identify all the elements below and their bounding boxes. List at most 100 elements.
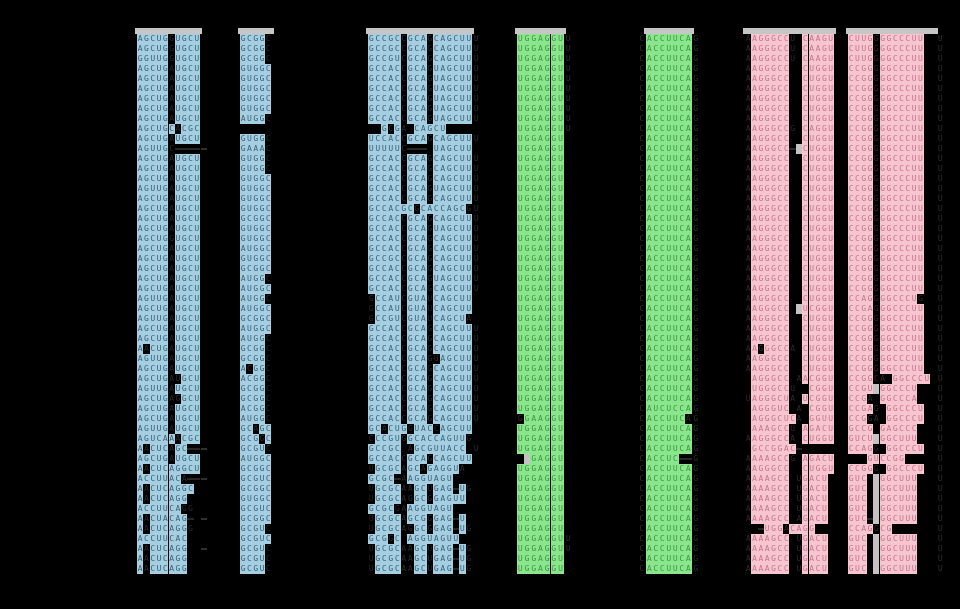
- residue-cell: C: [652, 514, 659, 524]
- residue-cell: C: [187, 104, 194, 114]
- residue-cell: C: [374, 404, 381, 414]
- residue-cell: C: [381, 304, 388, 314]
- residue-cell: C: [394, 194, 401, 204]
- residue-cell: G: [693, 144, 699, 153]
- residue-cell: A: [387, 214, 394, 224]
- residue-cell: A: [420, 174, 427, 184]
- residue-cell: C: [433, 314, 440, 324]
- residue-cell: G: [407, 464, 414, 474]
- residue-cell: U: [149, 184, 156, 194]
- residue-cell: G: [523, 84, 531, 94]
- residue-cell: U: [465, 254, 472, 264]
- residue-cell: G: [757, 274, 765, 284]
- residue-cell: C: [652, 254, 659, 264]
- residue-cell: G: [789, 124, 796, 134]
- residue-cell: [201, 394, 207, 404]
- residue-cell: A: [537, 94, 544, 104]
- residue-cell: U: [459, 114, 466, 124]
- residue-cell: G: [543, 104, 551, 114]
- residue-cell: U: [426, 504, 433, 514]
- residue-cell: G: [543, 554, 551, 564]
- residue-cell: A: [400, 124, 407, 134]
- residue-cell: A: [537, 114, 544, 124]
- residue-cell: C: [652, 334, 659, 344]
- residue-cell: G: [143, 364, 150, 374]
- residue-cell: C: [789, 524, 796, 534]
- residue-cell: A: [168, 164, 175, 174]
- residue-cell: A: [137, 104, 144, 114]
- residue-cell: G: [543, 424, 551, 434]
- residue-cell: G: [523, 54, 531, 64]
- residue-cell: C: [187, 244, 194, 254]
- residue-cell: G: [523, 384, 531, 394]
- residue-cell: G: [866, 174, 874, 184]
- residue-cell: C: [187, 204, 194, 214]
- residue-cell: G: [821, 114, 828, 124]
- residue-cell: G: [240, 314, 247, 324]
- residue-cell: C: [848, 84, 855, 94]
- residue-cell: U: [808, 64, 815, 74]
- residue-cell: G: [892, 374, 899, 384]
- residue-cell: U: [433, 274, 440, 284]
- residue-cell: U: [174, 114, 182, 124]
- residue-cell: C: [892, 494, 899, 504]
- residue-cell: C: [776, 274, 784, 284]
- residue-cell: A: [795, 514, 803, 524]
- residue-cell: U: [193, 94, 200, 104]
- residue-cell: C: [814, 514, 822, 524]
- residue-cell: C: [639, 74, 645, 83]
- residue-cell: [201, 44, 207, 54]
- residue-cell: U: [193, 194, 200, 204]
- residue-cell: C: [904, 244, 911, 254]
- residue-cell: U: [911, 204, 918, 214]
- residue-cell: C: [265, 444, 272, 454]
- residue-cell: G: [814, 384, 822, 394]
- residue-cell: A: [446, 204, 453, 214]
- residue-cell: U: [246, 154, 253, 164]
- residue-cell: C: [783, 554, 790, 564]
- residue-cell: G: [523, 554, 531, 564]
- residue-cell: [201, 104, 207, 114]
- residue-cell: G: [879, 474, 886, 484]
- residue-cell: U: [665, 494, 672, 504]
- residue-cell: C: [246, 564, 253, 574]
- residue-cell: G: [770, 74, 777, 84]
- residue-cell: G: [550, 424, 558, 434]
- residue-cell: C: [162, 544, 169, 554]
- residue-cell: G: [426, 334, 433, 344]
- residue-cell: A: [168, 384, 175, 394]
- residue-cell: C: [848, 414, 855, 424]
- residue-cell: A: [537, 214, 544, 224]
- residue-cell: C: [181, 444, 188, 454]
- residue-cell: C: [802, 44, 809, 54]
- residue-cell: C: [413, 74, 420, 84]
- residue-cell: C: [848, 294, 855, 304]
- residue-cell: C: [374, 374, 381, 384]
- residue-cell: G: [873, 314, 880, 324]
- residue-cell: G: [252, 264, 259, 274]
- residue-cell: U: [911, 474, 918, 484]
- residue-cell: U: [672, 74, 679, 84]
- residue-cell: [201, 404, 207, 414]
- residue-cell: U: [387, 144, 394, 154]
- residue-cell: G: [523, 44, 531, 54]
- residue-cell: U: [174, 234, 182, 244]
- residue-cell: G: [530, 244, 538, 254]
- residue-cell: C: [639, 474, 645, 483]
- residue-cell: C: [848, 124, 855, 134]
- residue-cell: G: [143, 264, 150, 274]
- residue-cell: G: [368, 54, 375, 64]
- residue-cell: A: [795, 524, 803, 534]
- residue-cell: G: [879, 74, 886, 84]
- residue-cell: [201, 54, 207, 64]
- residue-cell: G: [407, 424, 414, 434]
- residue-cell: [452, 564, 459, 574]
- residue-cell: A: [387, 264, 394, 274]
- residue-cell: A: [387, 154, 394, 164]
- residue-cell: G: [550, 214, 558, 224]
- residue-cell: U: [854, 544, 861, 554]
- residue-cell: G: [143, 114, 150, 124]
- residue-cell: G: [523, 354, 531, 364]
- residue-cell: C: [639, 264, 645, 273]
- residue-cell: U: [193, 314, 200, 324]
